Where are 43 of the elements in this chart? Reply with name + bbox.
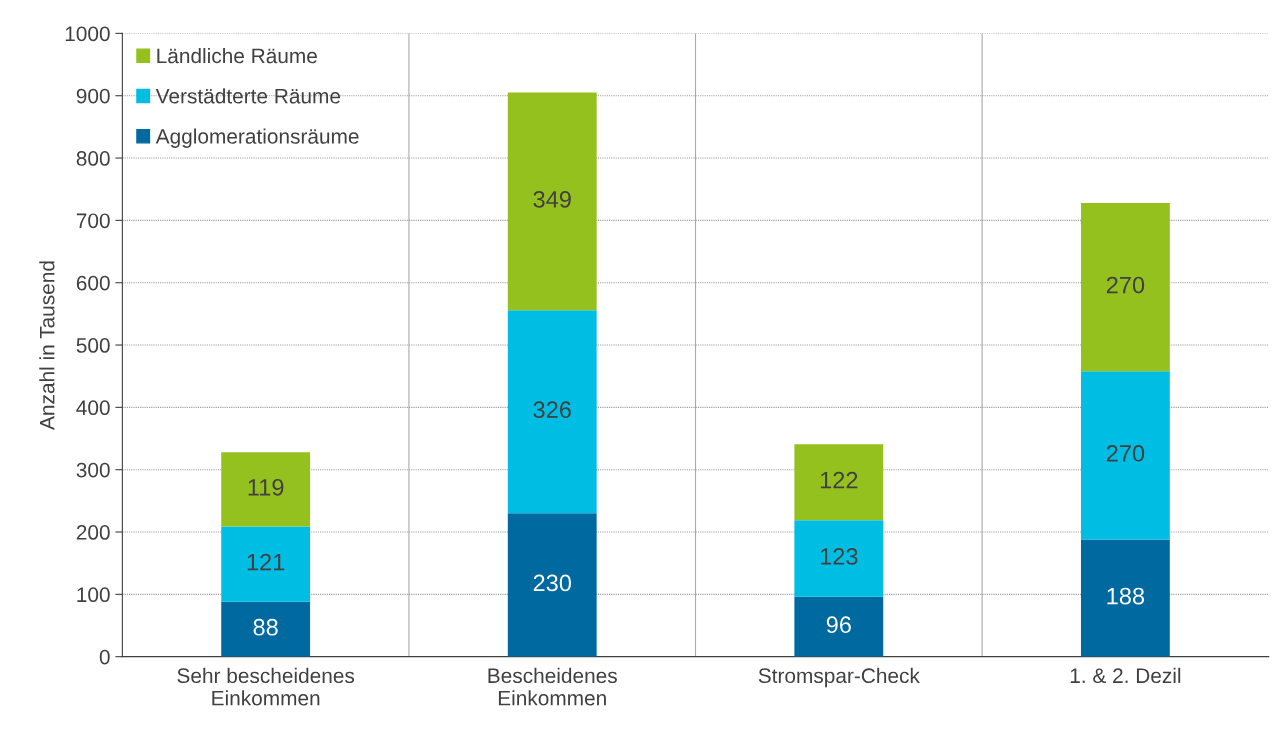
y-tick-label: 0 [99,649,110,665]
bar [1080,539,1170,657]
bar [507,92,597,311]
bar [507,513,597,657]
data-label: 123 [820,548,858,565]
data-label: 119 [248,478,284,496]
data-label: 326 [533,401,571,419]
y-tick-label: 1000 [65,26,110,42]
bar [507,310,597,514]
y-tick-label: 500 [76,338,110,353]
data-label: 270 [1106,276,1145,294]
bar [221,601,311,657]
y-axis-title: Anzahl in Tausend [39,261,55,430]
bar [794,520,884,597]
y-tick-label: 900 [76,88,110,104]
x-tick-label: Sehr bescheidenes Einkommen [177,667,355,706]
y-tick-label: 400 [76,400,110,416]
data-label: 122 [820,471,858,489]
x-tick-label: Stromspar-Check [758,667,920,688]
y-tick-label: 800 [76,151,110,166]
data-label: 230 [533,574,572,592]
data-label: 88 [253,618,278,636]
bar [794,596,884,657]
legend-label: Agglomerationsräume [155,128,359,148]
legend-label: Ländliche Räume [157,47,317,64]
data-label: 188 [1107,587,1145,605]
data-label: 121 [247,553,285,571]
x-tick-label: Bescheidenes Einkommen [488,667,617,706]
y-tick-label: 200 [76,525,110,540]
x-tick-label: 1. & 2. Dezil [1070,667,1181,684]
bar [1080,371,1170,540]
bar [1080,202,1170,372]
data-label: 96 [826,616,851,634]
bar [221,452,311,527]
bar [794,444,884,521]
data-label: 270 [1106,444,1145,462]
y-tick-label: 700 [76,213,110,229]
bar [221,526,311,602]
y-tick-label: 600 [76,275,110,291]
legend-label: Verstädterte Räume [155,88,341,104]
y-tick-label: 100 [77,587,110,603]
y-tick-label: 300 [76,462,110,478]
data-label: 349 [533,190,571,208]
